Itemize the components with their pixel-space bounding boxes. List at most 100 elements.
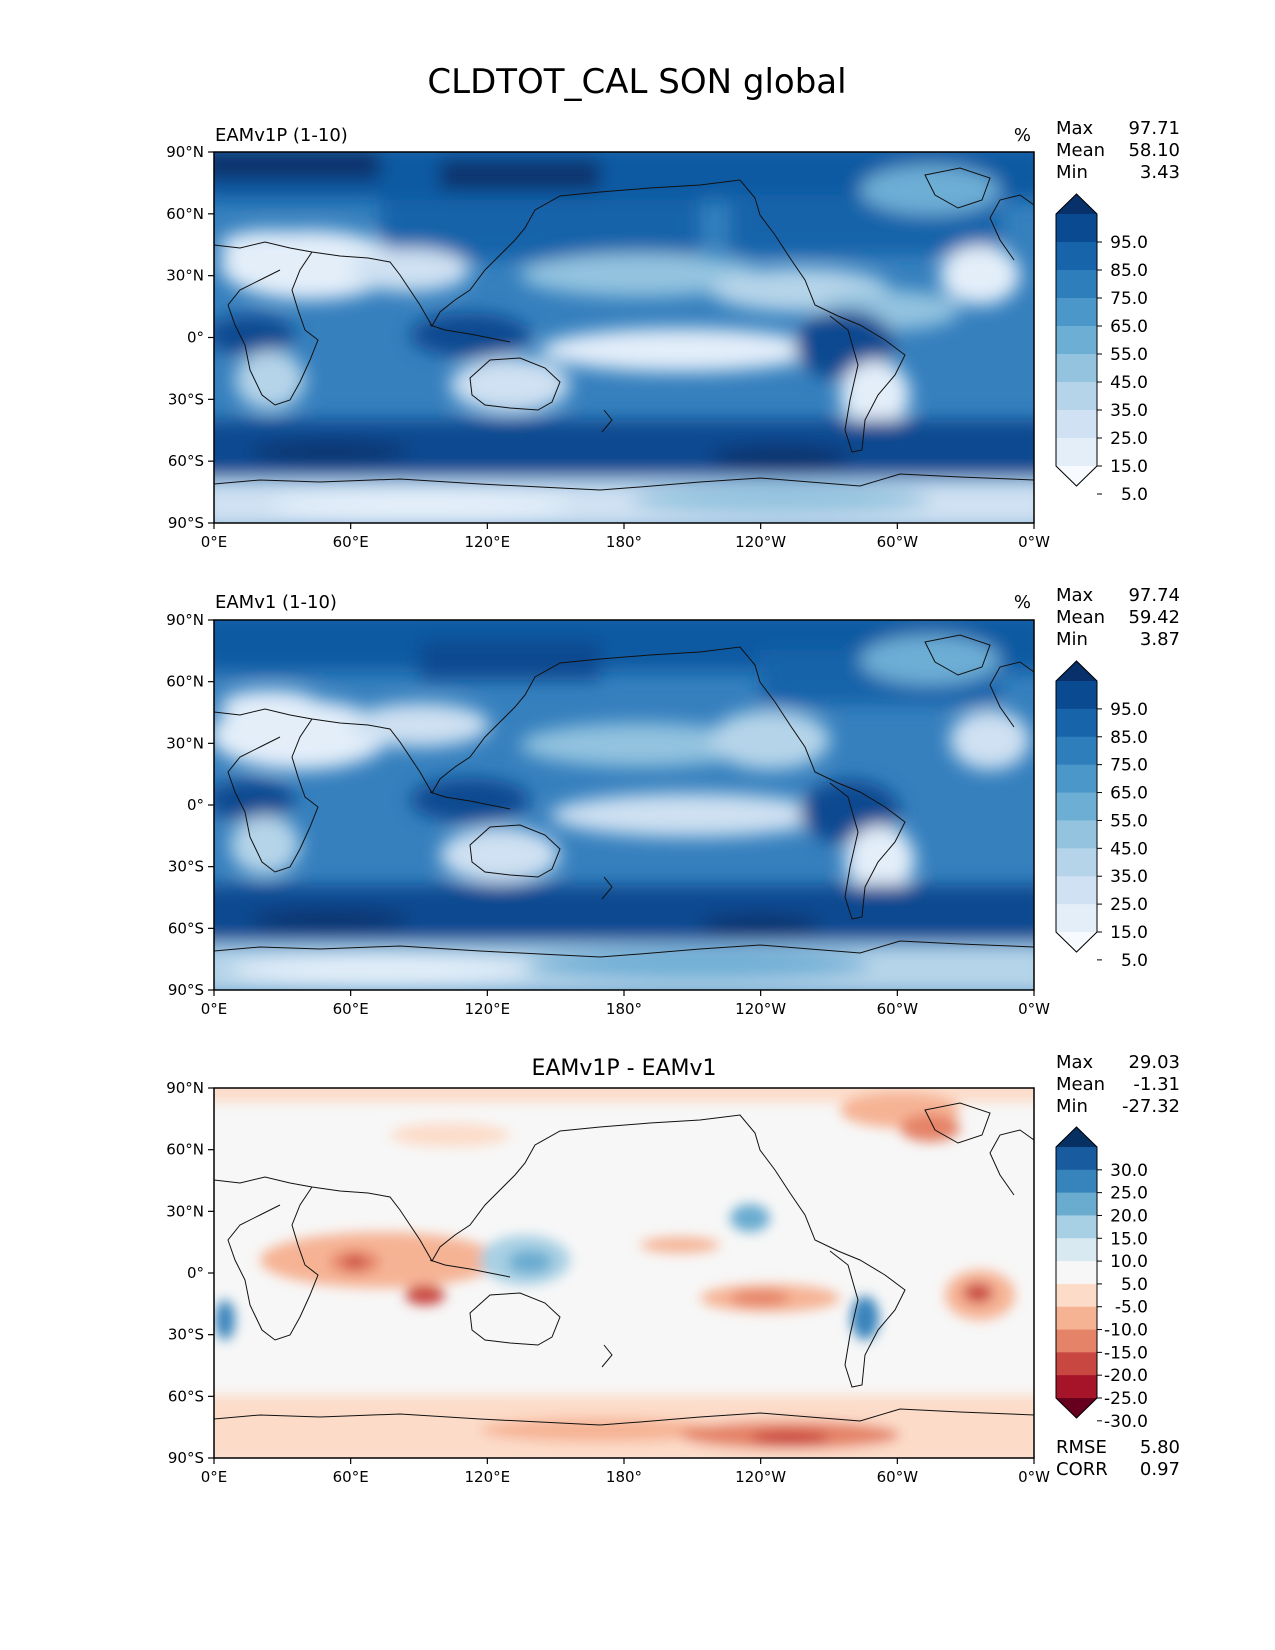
colorbar-label: 15.0 bbox=[1110, 457, 1148, 477]
lon-tick-label: 120°E bbox=[465, 1468, 511, 1486]
colorbar-extend-top bbox=[1056, 661, 1097, 681]
colorbar-label: 25.0 bbox=[1110, 429, 1148, 449]
stat-max-value: 97.74 bbox=[1128, 585, 1180, 606]
colorbar-label: -25.0 bbox=[1104, 1389, 1148, 1409]
panel-units: % bbox=[1014, 125, 1031, 146]
lat-axis: 90°N 60°N 30°N 0° 30°S 60°S 90°S bbox=[166, 1079, 214, 1467]
lon-axis: 0°E 60°E 120°E 180° 120°W 60°W 0°W bbox=[201, 990, 1050, 1018]
lon-tick-label: 180° bbox=[606, 1468, 642, 1486]
colorbar-label: 5.0 bbox=[1121, 485, 1148, 505]
colorbar-label: 85.0 bbox=[1110, 728, 1148, 748]
stats-block: Max 97.71 Mean 58.10 Min 3.43 bbox=[1056, 118, 1180, 183]
lon-tick-label: 120°W bbox=[735, 1468, 786, 1486]
colorbar-label: 55.0 bbox=[1110, 811, 1148, 831]
map-plot bbox=[213, 1087, 1035, 1459]
lon-tick-label: 60°W bbox=[877, 1000, 919, 1018]
colorbar-segment bbox=[1056, 681, 1097, 710]
colorbar-segment bbox=[1056, 1147, 1097, 1171]
stat-min-value: -27.32 bbox=[1122, 1096, 1180, 1117]
lon-tick-label: 0°W bbox=[1018, 1468, 1050, 1486]
colorbar-extend-bottom bbox=[1056, 932, 1097, 952]
stat-min-label: Min bbox=[1056, 162, 1088, 183]
colorbar-label: 45.0 bbox=[1110, 373, 1148, 393]
panel-units: % bbox=[1014, 592, 1031, 613]
colorbar: 95.0 85.0 75.0 65.0 55.0 45.0 35.0 25.0 15.0 5.0 bbox=[1055, 660, 1148, 971]
stat-corr-label: CORR bbox=[1056, 1459, 1108, 1480]
stat-mean-value: -1.31 bbox=[1133, 1074, 1180, 1095]
colorbar-label: 95.0 bbox=[1110, 233, 1148, 253]
colorbar-label: 65.0 bbox=[1110, 317, 1148, 337]
lat-tick-label: 30°S bbox=[168, 1326, 204, 1344]
colorbar-extend-bottom bbox=[1056, 466, 1097, 486]
panel-left-title: EAMv1 (1-10) bbox=[215, 592, 337, 613]
stat-max-value: 97.71 bbox=[1128, 118, 1180, 139]
stat-corr-value: 0.97 bbox=[1140, 1459, 1180, 1480]
lat-tick-label: 60°N bbox=[166, 1141, 204, 1159]
colorbar-segment bbox=[1056, 242, 1097, 271]
lat-tick-label: 30°N bbox=[166, 734, 204, 752]
stat-mean-value: 59.42 bbox=[1128, 607, 1180, 628]
lon-tick-label: 0°E bbox=[201, 533, 228, 551]
colorbar-segment bbox=[1056, 382, 1097, 411]
lat-axis: 90°N 60°N 30°N 0° 30°S 60°S 90°S bbox=[166, 611, 214, 999]
colorbar-label: -20.0 bbox=[1104, 1366, 1148, 1386]
colorbar-segment bbox=[1056, 1306, 1097, 1331]
stat-min-value: 3.87 bbox=[1140, 629, 1180, 650]
colorbar-segment bbox=[1056, 876, 1097, 905]
stats-block: Max 97.74 Mean 59.42 Min 3.87 bbox=[1056, 585, 1180, 650]
stats-block: Max 29.03 Mean -1.31 Min -27.32 bbox=[1056, 1052, 1180, 1117]
colorbar-segment bbox=[1056, 792, 1097, 821]
lat-tick-label: 0° bbox=[187, 1264, 204, 1282]
colorbar-segment bbox=[1056, 354, 1097, 383]
lat-tick-label: 30°S bbox=[168, 858, 204, 876]
coastlines bbox=[214, 634, 1034, 958]
coastlines bbox=[214, 1102, 1034, 1426]
lat-tick-label: 60°S bbox=[168, 919, 204, 937]
panel-difference: EAMv1P - EAMv1 Max 29.03 Mean -1.31 Min … bbox=[166, 1052, 1180, 1486]
lon-tick-label: 60°W bbox=[877, 1468, 919, 1486]
panel-reference: EAMv1 (1-10) % Max 97.74 Mean 59.42 Min … bbox=[166, 585, 1180, 1018]
colorbar: 95.0 85.0 75.0 65.0 55.0 45.0 35.0 25.0 15.0 5.0 bbox=[1055, 193, 1148, 505]
colorbar-segment bbox=[1056, 1238, 1097, 1262]
colorbar-label: -5.0 bbox=[1115, 1298, 1148, 1318]
figure-title: CLDTOT_CAL SON global bbox=[427, 62, 846, 102]
stat-max-label: Max bbox=[1056, 1052, 1094, 1073]
stat-min-label: Min bbox=[1056, 629, 1088, 650]
colorbar-segment bbox=[1056, 298, 1097, 327]
stat-min-value: 3.43 bbox=[1140, 162, 1180, 183]
lon-axis: 0°E 60°E 120°E 180° 120°W 60°W 0°W bbox=[201, 1458, 1050, 1486]
lat-tick-label: 90°N bbox=[166, 1079, 204, 1097]
colorbar-label: 75.0 bbox=[1110, 289, 1148, 309]
colorbar-segment bbox=[1056, 848, 1097, 877]
stat-rmse-value: 5.80 bbox=[1140, 1437, 1180, 1458]
colorbar-label: 5.0 bbox=[1121, 951, 1148, 971]
lat-tick-label: 90°S bbox=[168, 1449, 204, 1467]
colorbar-label: 55.0 bbox=[1110, 345, 1148, 365]
lat-tick-label: 60°N bbox=[166, 205, 204, 223]
lat-tick-label: 60°N bbox=[166, 673, 204, 691]
lon-tick-label: 60°E bbox=[333, 533, 369, 551]
colorbar-label: 45.0 bbox=[1110, 839, 1148, 859]
colorbar-label: 10.0 bbox=[1110, 1252, 1148, 1272]
colorbar-label: 15.0 bbox=[1110, 923, 1148, 943]
colorbar-segment bbox=[1056, 764, 1097, 794]
colorbar-segment bbox=[1056, 1192, 1097, 1216]
colorbar-segment bbox=[1056, 708, 1097, 738]
colorbar-segment bbox=[1056, 904, 1097, 933]
lon-tick-label: 60°E bbox=[333, 1000, 369, 1018]
colorbar-label: -15.0 bbox=[1104, 1343, 1148, 1363]
colorbar-segment bbox=[1056, 1283, 1097, 1308]
lat-tick-label: 30°N bbox=[166, 267, 204, 285]
lat-tick-label: 60°S bbox=[168, 1387, 204, 1405]
stat-mean-label: Mean bbox=[1056, 140, 1105, 161]
colorbar-label: 25.0 bbox=[1110, 1184, 1148, 1204]
stat-mean-label: Mean bbox=[1056, 607, 1105, 628]
colorbar-segment bbox=[1056, 1261, 1097, 1285]
stat-rmse-label: RMSE bbox=[1056, 1437, 1107, 1458]
colorbar-segment bbox=[1056, 1215, 1097, 1239]
lon-tick-label: 0°E bbox=[201, 1000, 228, 1018]
lon-tick-label: 60°W bbox=[877, 533, 919, 551]
stat-max-value: 29.03 bbox=[1128, 1052, 1180, 1073]
colorbar-label: 5.0 bbox=[1121, 1275, 1148, 1295]
